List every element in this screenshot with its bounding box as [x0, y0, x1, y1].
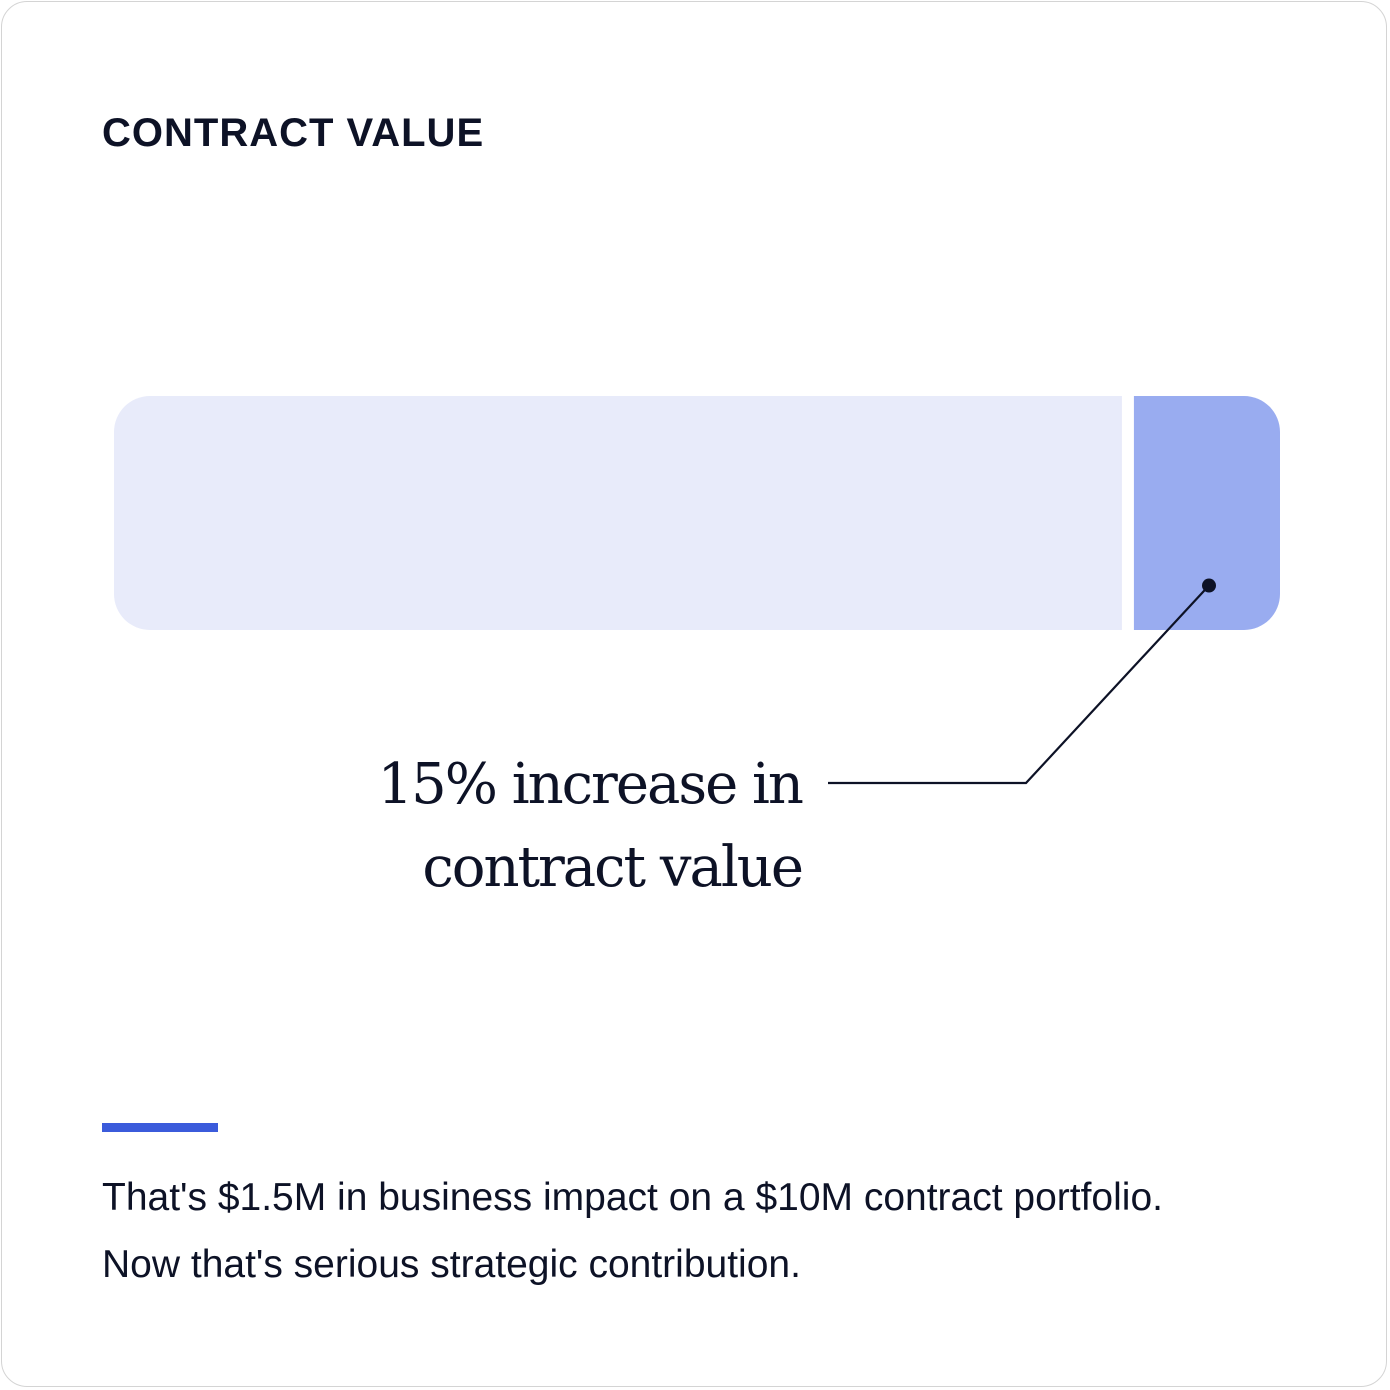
caption-line-1: That's $1.5M in business impact on a $10… [102, 1176, 1163, 1219]
bar-segment-increase [1133, 396, 1280, 630]
annotation-leader-line [828, 584, 1210, 785]
stacked-bar-chart: 15% increase in contract value [114, 396, 1280, 900]
accent-rule [102, 1123, 218, 1132]
chart-title: CONTRACT VALUE [102, 111, 485, 155]
annotation-line-2: contract value [422, 835, 802, 900]
annotation-dot [1202, 578, 1217, 593]
caption-line-2: Now that's serious strategic contributio… [102, 1243, 801, 1286]
caption: That's $1.5M in business impact on a $10… [102, 1164, 1302, 1298]
annotation-line-1: 15% increase in [377, 752, 802, 817]
bar-segment-base [114, 396, 1122, 630]
